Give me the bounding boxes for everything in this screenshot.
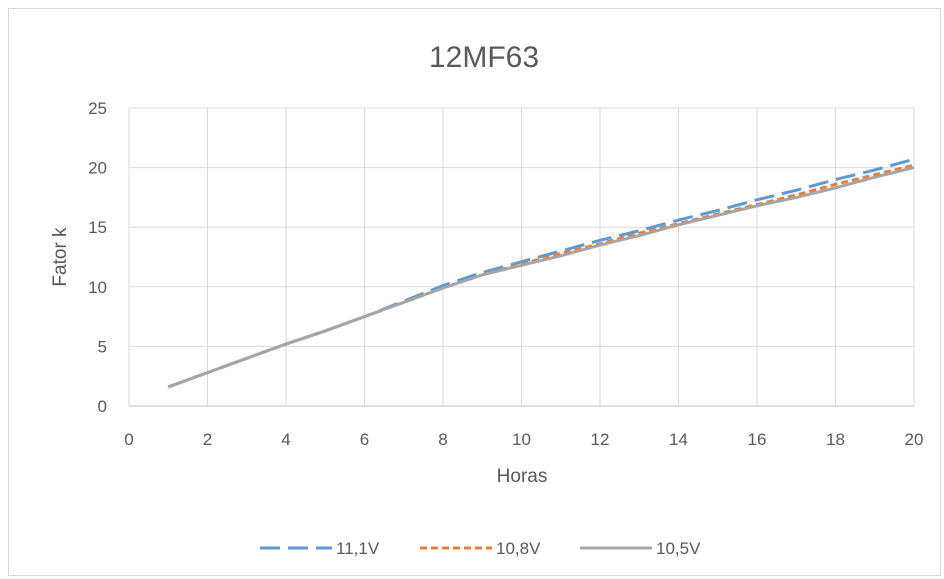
x-tick-label: 6 [360,430,369,449]
y-tick-label: 20 [88,159,107,178]
x-tick-label: 14 [669,430,688,449]
series-line [167,166,915,389]
y-tick-label: 15 [88,218,107,237]
legend-label: 10,5V [656,539,701,558]
legend: 11,1V 10,8V 10,5V [260,539,701,558]
legend-label: 11,1V [336,539,380,558]
chart-title: 12MF63 [429,41,539,74]
x-tick-label: 10 [512,430,531,449]
legend-label: 10,8V [496,539,541,558]
x-axis-label: Horas [497,466,548,487]
series-lines [167,157,915,389]
x-tick-label: 2 [203,430,212,449]
x-tick-label: 20 [905,430,924,449]
x-tick-label: 4 [281,430,290,449]
x-tick-label: 8 [438,430,447,449]
x-tick-label: 18 [826,430,845,449]
y-tick-label: 0 [98,397,107,416]
chart-frame [8,8,941,576]
x-tick-label: 16 [748,430,767,449]
gridlines [128,107,915,407]
y-tick-label: 5 [98,337,107,356]
x-tick-label: 12 [591,430,610,449]
series-line [167,163,915,389]
y-tick-label: 10 [88,278,107,297]
tick-labels: 0 5 10 15 20 25 0 2 4 6 8 10 12 14 16 18 20 [88,99,923,449]
y-tick-label: 25 [88,99,107,118]
x-tick-label: 0 [124,430,133,449]
series-line [167,157,915,389]
y-axis-label: Fator k [50,227,71,287]
